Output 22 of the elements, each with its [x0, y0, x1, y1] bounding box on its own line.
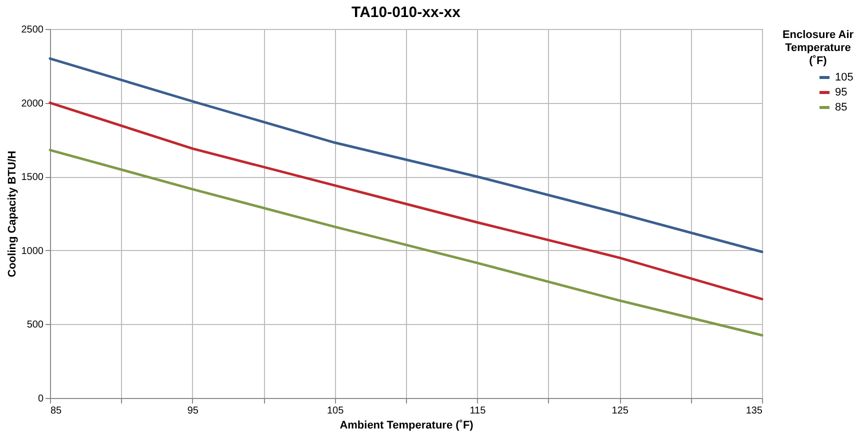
line-series — [48, 57, 764, 254]
legend-title: Enclosure Air Temperature (˚F) — [782, 29, 854, 67]
x-tick-label: 135 — [746, 406, 763, 416]
x-tick-label: 115 — [470, 406, 486, 416]
x-tick-label: 95 — [187, 406, 199, 416]
x-tick-label: 125 — [612, 406, 629, 416]
legend-label: 105 — [835, 72, 854, 84]
line-series — [48, 102, 764, 300]
y-tick-label: 2000 — [21, 98, 44, 110]
chart-title: TA10-010-xx-xx — [352, 4, 462, 21]
y-axis-title: Cooling Capacity BTU/H — [6, 150, 18, 278]
y-tick-label: 1500 — [21, 172, 44, 184]
y-tick-label: 0 — [38, 394, 44, 404]
y-tick-label: 500 — [26, 320, 44, 331]
x-tick-label: 85 — [50, 406, 62, 416]
y-tick-label: 1000 — [21, 246, 44, 257]
x-axis-title: Ambient Temperature (˚F) — [340, 420, 474, 432]
line-series — [48, 148, 764, 337]
legend-label: 85 — [835, 102, 848, 114]
y-tick-label: 2500 — [21, 24, 44, 36]
x-tick-label: 105 — [326, 406, 344, 416]
legend-label: 95 — [835, 86, 848, 98]
